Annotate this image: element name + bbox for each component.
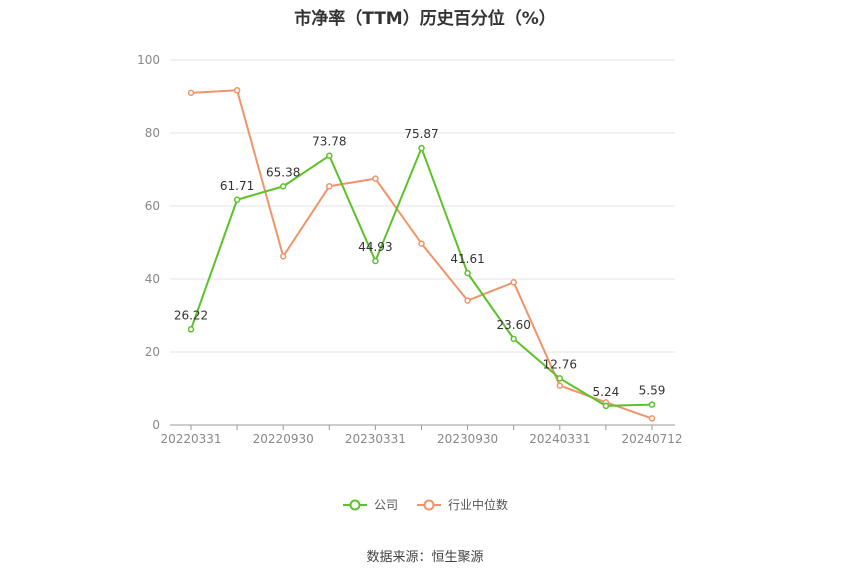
- y-tick-label-80: 80: [145, 126, 160, 140]
- x-tick-label-20230930: 20230930: [437, 432, 498, 446]
- data-point-company-20230331: [372, 257, 379, 265]
- data-point-industry-median-20220331: [187, 89, 195, 97]
- data-point-industry-median-20230630: [418, 240, 425, 247]
- data-point-company-20230930: [464, 269, 471, 277]
- data-point-industry-median-20220930: [279, 253, 287, 260]
- y-tick-label-0: 0: [152, 418, 160, 432]
- y-tick-label-40: 40: [145, 272, 160, 286]
- x-tick-label-20220930: 20220930: [253, 432, 314, 446]
- x-tick-label-20240331: 20240331: [529, 432, 590, 446]
- legend-marker-company: [342, 499, 367, 510]
- data-label-company-20230331: 44.93: [358, 240, 392, 254]
- data-point-company-20220930: [279, 183, 287, 190]
- legend: 公司 行业中位数: [0, 496, 850, 513]
- data-label-company-20220331: 26.22: [174, 308, 208, 322]
- data-point-industry-median-20240331: [556, 382, 564, 389]
- data-point-company-20240712: [648, 401, 656, 408]
- data-point-company-20220630: [233, 196, 241, 204]
- data-point-industry-median-20221230: [326, 183, 333, 190]
- legend-label-industry-median: 行业中位数: [448, 498, 509, 512]
- x-tick-label-20230331: 20230331: [345, 432, 406, 446]
- data-point-industry-median-20230930: [464, 297, 471, 304]
- chart-title: 市净率（TTM）历史百分位（%）: [294, 9, 556, 29]
- series-lines: [187, 87, 656, 422]
- data-label-company-20230930: 41.61: [450, 252, 484, 266]
- data-label-company-20231229: 23.60: [497, 318, 531, 332]
- legend-item-industry-median[interactable]: 行业中位数: [416, 496, 508, 513]
- legend-marker-industry-median: [417, 499, 441, 510]
- data-point-industry-median-20220630: [233, 87, 241, 94]
- y-tick-label-100: 100: [137, 53, 160, 67]
- data-point-company-20230630: [418, 144, 425, 152]
- grid-lines: [170, 59, 675, 353]
- x-tick-label-20220331: 20220331: [160, 432, 221, 446]
- data-point-company-20221230: [326, 152, 333, 159]
- data-label-company-20220930: 65.38: [266, 165, 300, 179]
- data-point-company-20231229: [510, 335, 517, 343]
- legend-item-company[interactable]: 公司: [342, 496, 398, 513]
- y-tick-label-20: 20: [145, 345, 160, 359]
- x-tick-label-20240712: 20240712: [621, 432, 682, 446]
- data-point-industry-median-20240712: [648, 415, 656, 422]
- data-label-company-20230630: 75.87: [404, 127, 438, 141]
- data-label-company-20240331: 12.76: [543, 357, 577, 371]
- data-point-company-20240331: [556, 375, 564, 382]
- legend-label-company: 公司: [373, 498, 398, 512]
- data-point-industry-median-20230331: [372, 175, 379, 182]
- data-point-company-20220331: [187, 326, 195, 333]
- data-point-industry-median-20231229: [510, 279, 517, 286]
- source-note: 数据来源：恒生聚源: [366, 550, 484, 565]
- axes: 0 20 40 60 80 100 20220331 20220930 20230331 2023…: [137, 53, 682, 446]
- y-tick-label-60: 60: [145, 199, 160, 213]
- data-label-company-20240630: 5.24: [593, 385, 620, 399]
- data-point-company-20240630: [602, 402, 610, 410]
- data-label-company-20220630: 61.71: [220, 179, 254, 193]
- data-labels: 26.22 61.71 65.38 73.78 44.93 75.87 41.61 23.60…: [174, 127, 666, 399]
- data-label-company-20221230: 73.78: [312, 135, 346, 149]
- line-chart: 0 20 40 60 80 100 20220331 20220930 20230331 2023…: [137, 53, 682, 446]
- data-label-company-20240712: 5.59: [639, 384, 666, 398]
- series-line-company: [190, 147, 653, 407]
